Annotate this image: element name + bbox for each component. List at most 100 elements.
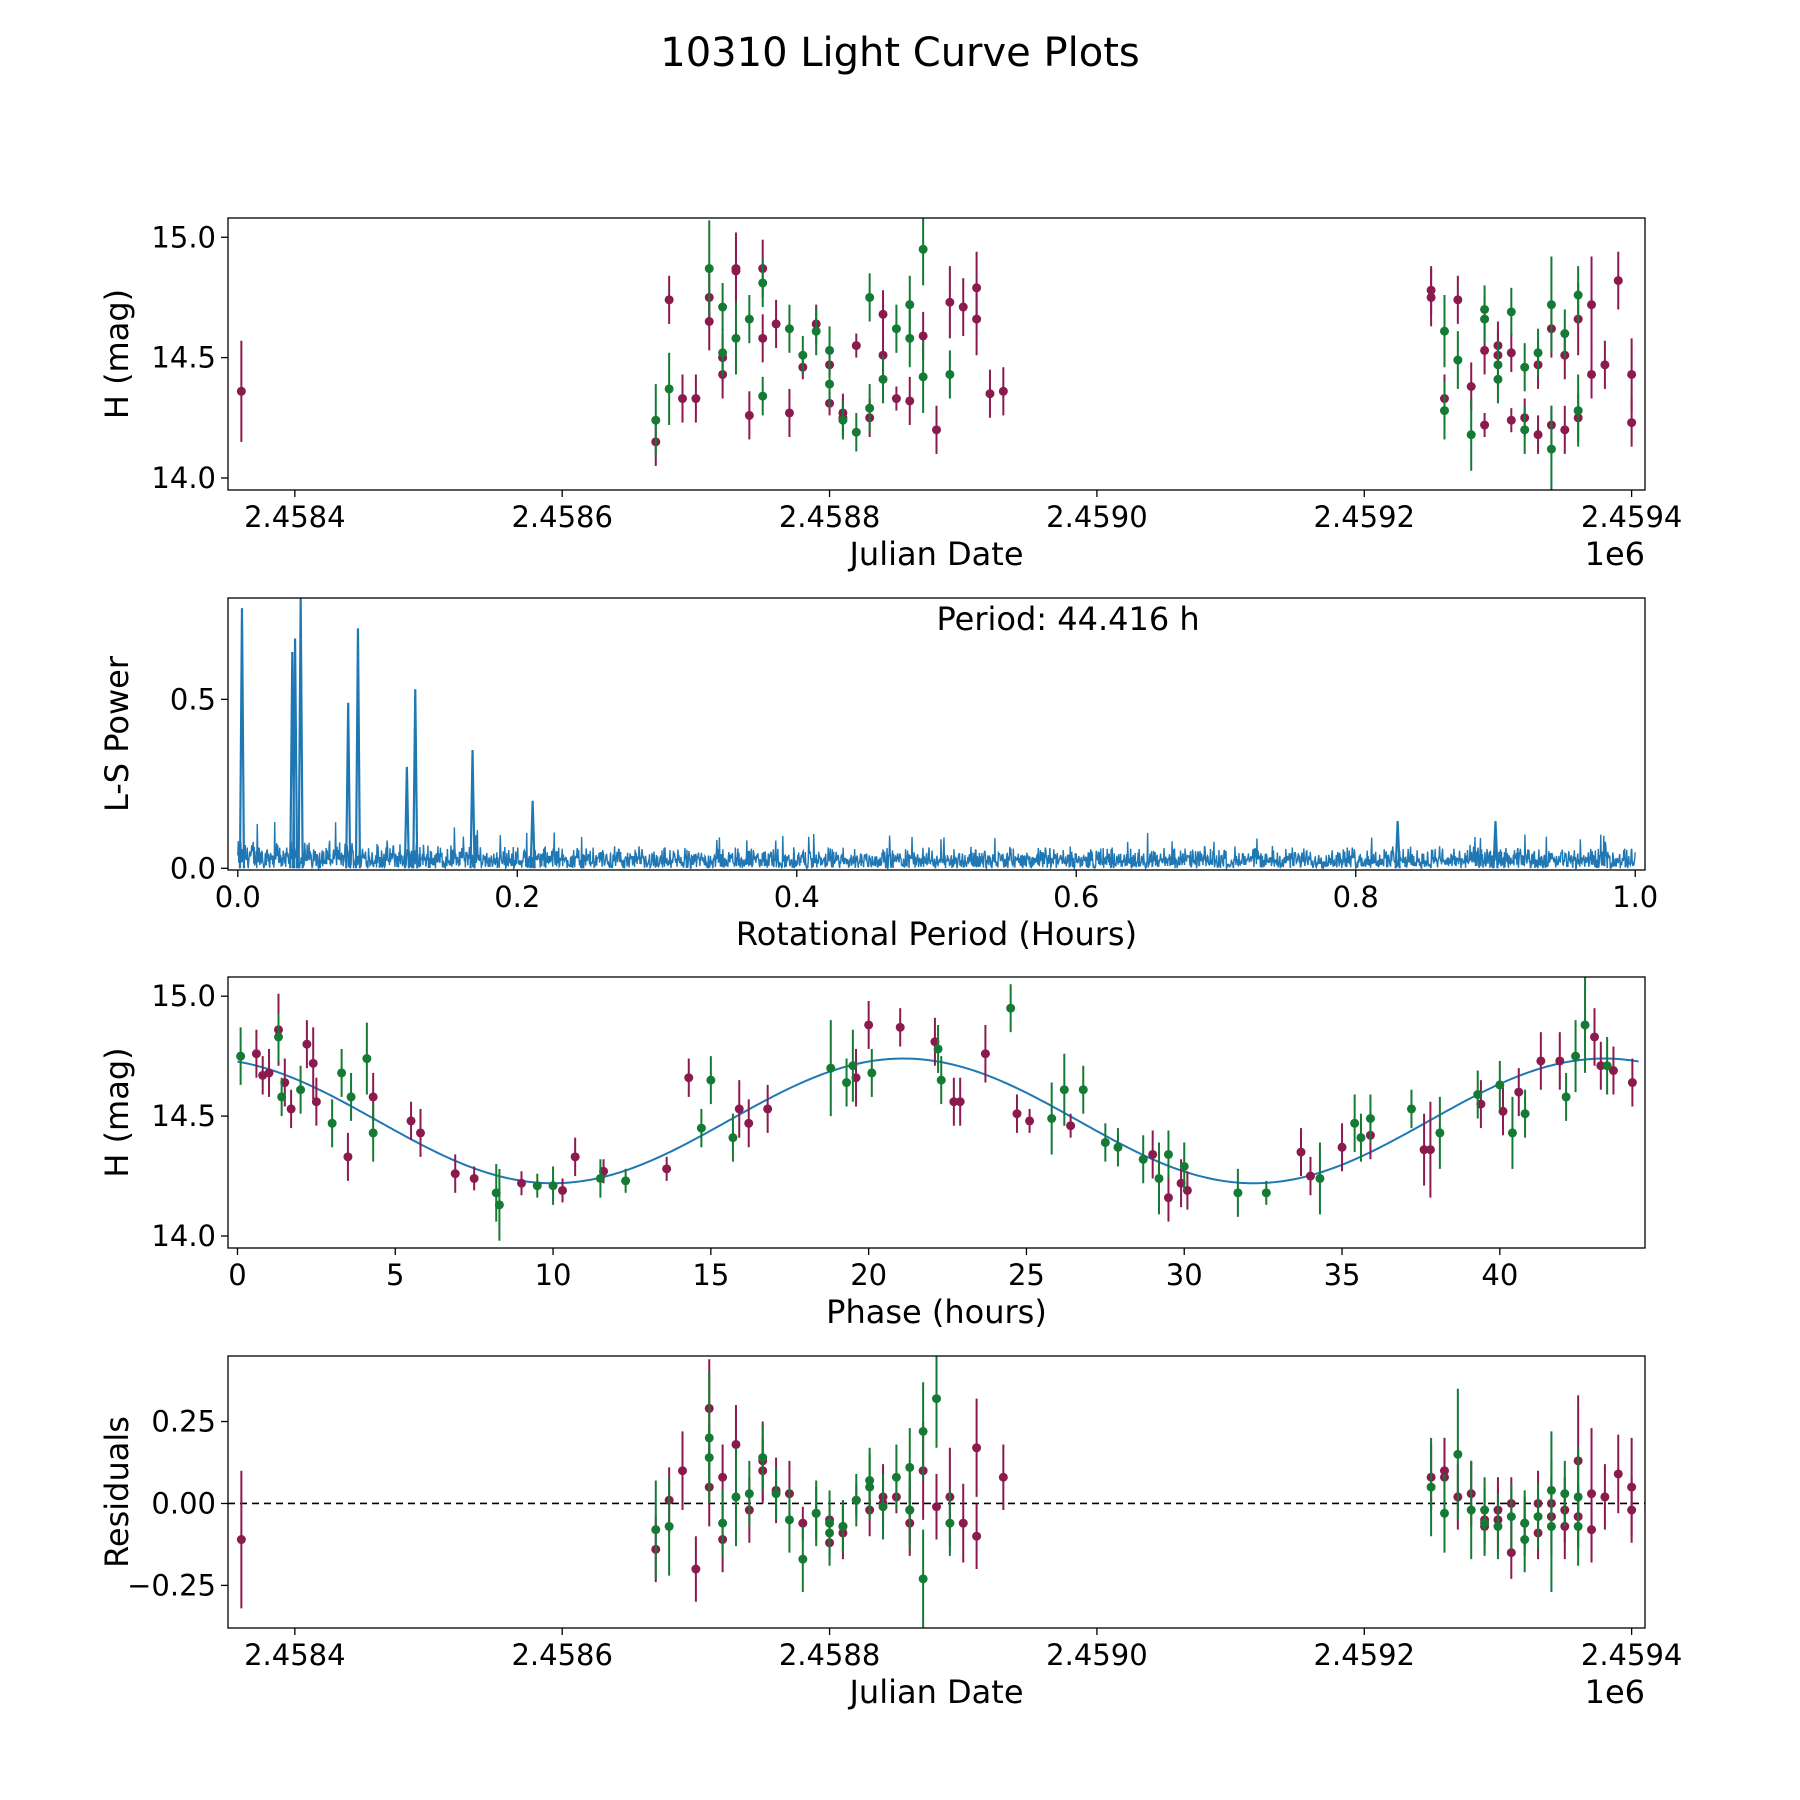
data-point	[1453, 1449, 1463, 1459]
data-point	[945, 1518, 955, 1528]
data-point	[848, 1061, 858, 1071]
panel-observations: 2.4584 2.4586 2.4588 2.4590 2.4592 2.4594 14.0…	[98, 217, 1682, 573]
power-peak	[291, 638, 299, 869]
data-point	[1473, 1090, 1483, 1100]
data-point	[251, 1049, 261, 1059]
plot-frame	[227, 597, 1646, 871]
x-tick-label: 2.4586	[511, 1638, 612, 1672]
data-point	[558, 1185, 568, 1195]
data-point	[691, 1564, 701, 1574]
plot-frame	[227, 217, 1646, 491]
data-point	[1573, 290, 1583, 300]
data-point	[1602, 1061, 1612, 1071]
data-point	[864, 1020, 874, 1030]
data-point	[651, 415, 661, 425]
data-point	[1138, 1154, 1148, 1164]
data-point	[662, 1164, 672, 1174]
series-green	[236, 977, 1612, 1241]
x-tick-label: 2.4592	[1314, 1638, 1415, 1672]
y-tick-label: 15.0	[151, 220, 216, 254]
x-tick-label: 2.4584	[244, 500, 345, 534]
data-point	[296, 1085, 306, 1095]
y-axis-label: Residuals	[98, 1416, 136, 1568]
data-point	[1113, 1142, 1123, 1152]
y-tick-label: 14.0	[151, 1219, 216, 1253]
data-point	[945, 369, 955, 379]
x-tick-label: 15	[692, 1258, 729, 1292]
data-point	[1337, 1142, 1347, 1152]
data-point	[851, 341, 861, 351]
data-point	[758, 278, 768, 288]
data-point	[1425, 1145, 1435, 1155]
power-peak	[345, 702, 352, 869]
data-point	[758, 333, 768, 343]
data-point	[1506, 1548, 1516, 1558]
data-point	[1439, 326, 1449, 336]
data-point	[236, 1051, 246, 1061]
power-peak	[1492, 820, 1499, 869]
data-point	[236, 1535, 246, 1545]
data-point	[1439, 1508, 1449, 1518]
data-point	[416, 1128, 426, 1138]
data-point	[1148, 1149, 1158, 1159]
data-point	[684, 1073, 694, 1083]
power-peak	[238, 608, 246, 869]
data-point	[784, 1515, 794, 1525]
plot-frame	[227, 976, 1646, 1249]
data-point	[1613, 1469, 1623, 1479]
power-peak	[1394, 820, 1401, 869]
data-point	[771, 1489, 781, 1499]
data-point	[1533, 1512, 1543, 1522]
data-point	[1453, 295, 1463, 305]
data-point	[731, 1492, 741, 1502]
data-point	[1587, 1525, 1597, 1535]
data-point	[691, 394, 701, 404]
data-point	[878, 309, 888, 319]
data-point	[1480, 1505, 1490, 1515]
data-point	[346, 1092, 356, 1102]
series-red	[236, 232, 1637, 466]
data-point	[1533, 430, 1543, 440]
power-peak	[469, 750, 476, 869]
data-point	[825, 345, 835, 355]
x-tick-label: 2.4594	[1581, 500, 1682, 534]
data-point	[1555, 1056, 1565, 1066]
data-point	[905, 396, 915, 406]
data-point	[955, 1097, 965, 1107]
data-point	[842, 1078, 852, 1088]
data-point	[1466, 1505, 1476, 1515]
data-point	[744, 1489, 754, 1499]
data-point	[1059, 1085, 1069, 1095]
data-point	[1315, 1173, 1325, 1183]
data-point	[1439, 406, 1449, 416]
data-point	[1546, 1485, 1556, 1495]
data-point	[706, 1075, 716, 1085]
data-point	[825, 379, 835, 389]
data-point	[1466, 430, 1476, 440]
data-point	[308, 1058, 318, 1068]
x-axis-label: Julian Date	[847, 535, 1023, 573]
data-point	[1533, 348, 1543, 358]
data-point	[1514, 1087, 1524, 1097]
data-point	[1466, 381, 1476, 391]
data-point	[1590, 1032, 1600, 1042]
data-point	[784, 408, 794, 418]
data-point	[718, 348, 728, 358]
data-point	[704, 1453, 714, 1463]
x-tick-label: 35	[1324, 1258, 1361, 1292]
x-tick-label: 0.2	[494, 880, 540, 914]
data-point	[1154, 1173, 1164, 1183]
data-point	[1520, 1109, 1530, 1119]
data-point	[998, 1472, 1008, 1482]
data-point	[337, 1068, 347, 1078]
data-point	[311, 1097, 321, 1107]
y-tick-label: 14.5	[151, 341, 216, 375]
data-point	[936, 1075, 946, 1085]
series-green	[651, 218, 1583, 490]
data-point	[918, 331, 928, 341]
data-point	[343, 1152, 353, 1162]
data-point	[1439, 1466, 1449, 1476]
data-point	[548, 1181, 558, 1191]
data-point	[1587, 1489, 1597, 1499]
data-point	[264, 1068, 274, 1078]
